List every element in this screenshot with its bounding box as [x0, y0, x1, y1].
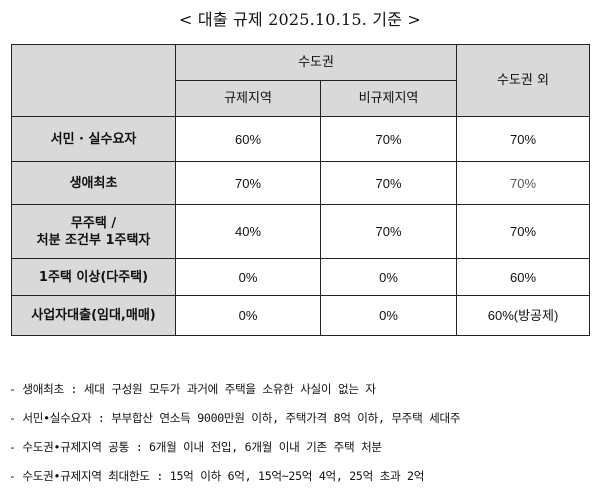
table-row: 생애최초 70% 70% 70%	[11, 161, 591, 205]
table-row: 무주택 / 처분 조건부 1주택자 40% 70% 70%	[11, 204, 591, 259]
cell-non-regulated: 0%	[319, 258, 458, 296]
table-row: 1주택 이상(다주택) 0% 0% 60%	[11, 258, 591, 296]
cell-outside: 60%(방공제)	[456, 295, 591, 336]
note-first-time-buyer: - 생애최초 : 세대 구성원 모두가 과거에 주택을 소유한 사실이 없는 자	[9, 382, 376, 396]
cell-outside: 70%	[456, 204, 591, 259]
cell-non-regulated: 70%	[319, 204, 458, 259]
header-capital-area: 수도권	[174, 44, 458, 81]
cell-outside: 70%	[456, 116, 591, 162]
row-label: 사업자대출(임대,매매)	[11, 295, 176, 336]
row-label: 무주택 / 처분 조건부 1주택자	[11, 204, 176, 259]
cell-regulated: 40%	[175, 204, 321, 259]
notes-list: - 생애최초 : 세대 구성원 모두가 과거에 주택을 소유한 사실이 없는 자…	[9, 375, 594, 491]
row-label-line2: 처분 조건부 1주택자	[36, 232, 151, 248]
cell-non-regulated: 70%	[319, 116, 458, 162]
note-max-limit: - 수도권•규제지역 최대한도 : 15억 이하 6억, 15억~25억 4억,…	[9, 469, 425, 483]
cell-outside: 60%	[456, 258, 591, 296]
cell-regulated: 0%	[175, 295, 321, 336]
cell-regulated: 70%	[175, 161, 321, 205]
cell-non-regulated: 70%	[319, 161, 458, 205]
header-outside-capital: 수도권 외	[456, 44, 591, 117]
loan-regulation-table: 수도권 수도권 외 규제지역 비규제지역 서민 · 실수요자 60% 70% 7…	[11, 44, 591, 336]
note-common-conditions: - 수도권•규제지역 공통 : 6개월 이내 전입, 6개월 이내 기존 주택 …	[9, 440, 382, 454]
table-corner-cell	[11, 44, 176, 117]
row-label: 서민 · 실수요자	[11, 116, 176, 162]
header-non-regulated: 비규제지역	[319, 80, 458, 117]
cell-non-regulated: 0%	[319, 295, 458, 336]
page-title: < 대출 규제 2025.10.15. 기준 >	[178, 10, 422, 29]
row-label: 1주택 이상(다주택)	[11, 258, 176, 296]
cell-regulated: 0%	[175, 258, 321, 296]
cell-regulated: 60%	[175, 116, 321, 162]
table-row: 사업자대출(임대,매매) 0% 0% 60%(방공제)	[11, 295, 591, 336]
table-row: 서민 · 실수요자 60% 70% 70%	[11, 116, 591, 162]
row-label: 생애최초	[11, 161, 176, 205]
cell-outside: 70%	[456, 161, 591, 205]
row-label-line1: 무주택 /	[70, 215, 117, 231]
header-regulated: 규제지역	[175, 80, 321, 117]
note-low-income: - 서민•실수요자 : 부부합산 연소득 9000만원 이하, 주택가격 8억 …	[9, 411, 461, 425]
